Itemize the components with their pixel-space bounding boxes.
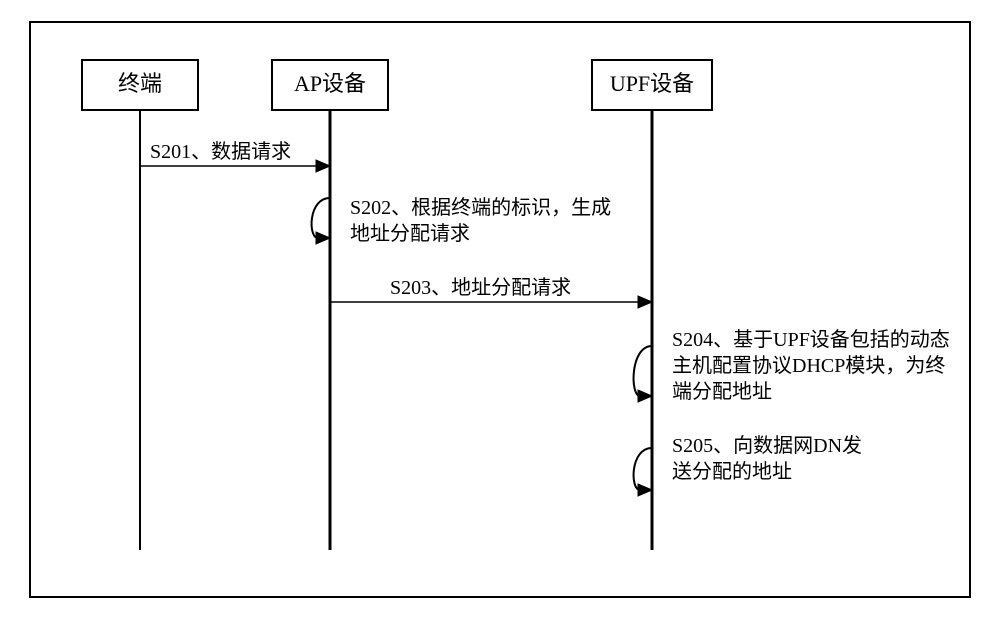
actor-upf-label: UPF设备 <box>610 71 694 96</box>
message-s203-label: S203、地址分配请求 <box>390 276 571 299</box>
actor-ap-label: AP设备 <box>294 71 366 96</box>
sequence-diagram: 终端 AP设备 UPF设备 S201、数据请求 S202、根据终端的标识，生成地… <box>0 0 1000 619</box>
actor-terminal-label: 终端 <box>118 71 162 96</box>
message-s201-label: S201、数据请求 <box>150 140 291 163</box>
